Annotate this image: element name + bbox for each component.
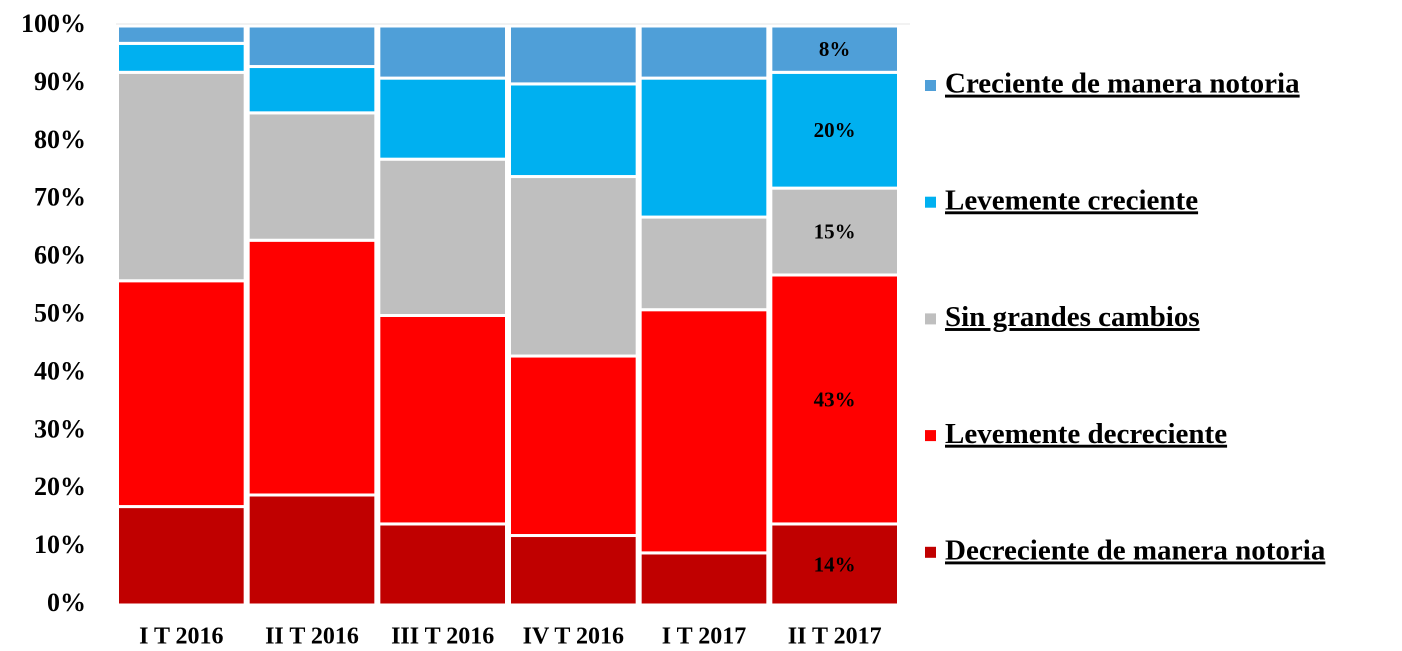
- bar-segment: [769, 273, 900, 526]
- legend-label: Sin grandes cambios: [945, 301, 1200, 333]
- bar-segment: [508, 354, 639, 538]
- data-label: 43%: [814, 387, 856, 411]
- data-label: 14%: [814, 552, 856, 576]
- bar-segment: [638, 308, 770, 555]
- x-tick-label: II T 2016: [265, 624, 359, 650]
- x-tick-label: I T 2016: [139, 624, 223, 650]
- bar-segment: [246, 493, 378, 607]
- legend-label: Creciente de manera notoria: [945, 68, 1300, 100]
- bar-segment: [116, 24, 247, 45]
- bar-segment: [377, 157, 509, 317]
- bar-segment: [638, 551, 770, 607]
- bar-segment: [116, 41, 247, 74]
- bar-segment: [246, 238, 378, 497]
- bar-segment: [638, 76, 770, 219]
- data-label: 20%: [814, 118, 856, 142]
- bar-segment: [116, 70, 247, 283]
- bar-segment: [508, 175, 639, 358]
- y-tick-label: 90%: [34, 67, 86, 96]
- legend-label: Levemente creciente: [945, 184, 1198, 216]
- legend-swatch: [925, 313, 936, 325]
- legend-swatch: [925, 546, 936, 558]
- bar-segment: [769, 24, 900, 74]
- bar-segment: [638, 24, 770, 80]
- bar-segment: [508, 24, 639, 86]
- legend-label: Levemente decreciente: [945, 418, 1227, 450]
- bar-segment: [246, 111, 378, 242]
- x-tick-label: II T 2017: [788, 624, 882, 650]
- y-tick-label: 30%: [34, 414, 86, 443]
- bar-segment: [508, 82, 639, 179]
- legend-swatch: [925, 430, 936, 442]
- bar-segment: [377, 76, 509, 161]
- bar-segment: [638, 215, 770, 312]
- y-tick-label: 20%: [34, 472, 86, 501]
- bar-segment: [246, 65, 378, 115]
- y-tick-label: 40%: [34, 356, 86, 385]
- y-tick-label: 0%: [47, 588, 86, 617]
- bar-segment: [769, 522, 900, 607]
- data-label: 15%: [814, 219, 856, 243]
- y-tick-label: 70%: [34, 183, 86, 212]
- bar-segment: [116, 505, 247, 607]
- y-tick-label: 50%: [34, 298, 86, 327]
- legend-swatch: [925, 196, 936, 208]
- bar-segment: [246, 24, 378, 69]
- data-label: 8%: [819, 37, 851, 61]
- bar-segment: [377, 314, 509, 526]
- legend-label: Decreciente de manera notoria: [945, 534, 1326, 566]
- x-tick-label: I T 2017: [662, 624, 746, 650]
- bar-segment: [508, 534, 639, 607]
- bar-segment: [116, 279, 247, 509]
- y-tick-label: 10%: [34, 530, 86, 559]
- legend-swatch: [925, 80, 936, 91]
- x-tick-label: IV T 2016: [523, 624, 624, 650]
- bar-segment: [377, 522, 509, 607]
- y-tick-label: 60%: [34, 241, 86, 270]
- x-tick-label: III T 2016: [391, 624, 494, 650]
- y-tick-label: 100%: [21, 9, 86, 38]
- bar-segment: [769, 70, 900, 190]
- y-tick-label: 80%: [34, 125, 86, 154]
- bar-segment: [377, 24, 509, 80]
